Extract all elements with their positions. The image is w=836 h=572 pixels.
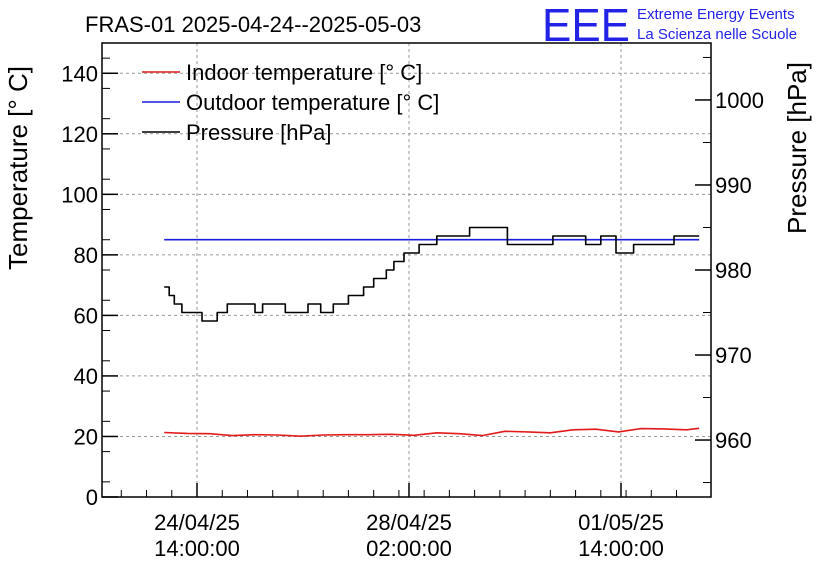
y-tick-label: 100 — [61, 182, 98, 207]
y-tick-label: 20 — [74, 424, 98, 449]
series-point — [163, 432, 165, 434]
eee-logo: EEE Extreme Energy Events La Scienza nel… — [542, 0, 797, 51]
series-point — [262, 303, 264, 305]
series-layer — [163, 226, 700, 437]
x-tick-label: 14:00:00 — [578, 536, 664, 561]
series-point — [600, 235, 602, 237]
series-point — [413, 434, 415, 436]
chart-title: FRAS-01 2025-04-24--2025-05-03 — [85, 12, 421, 37]
y-tick-label: 0 — [86, 485, 98, 510]
series-point — [698, 235, 700, 237]
series-point — [345, 434, 347, 436]
series-point — [254, 312, 256, 314]
series-point — [698, 427, 700, 429]
series-line-indoor-temperature-c — [164, 427, 700, 437]
series-point — [307, 303, 309, 305]
series-point — [373, 278, 375, 280]
series-point — [168, 295, 170, 297]
series-point — [277, 434, 279, 436]
series-point — [393, 261, 395, 263]
series-point — [618, 431, 620, 433]
series-point — [595, 428, 597, 430]
series-point — [507, 244, 509, 246]
series-point — [469, 227, 471, 229]
series-point — [391, 434, 393, 436]
y2-tick-label: 990 — [715, 173, 752, 198]
eee-logo-line1: Extreme Energy Events — [637, 6, 795, 23]
x-tick-label: 02:00:00 — [366, 536, 452, 561]
series-point — [332, 303, 334, 305]
series-point — [436, 235, 438, 237]
eee-logo-line2: La Scienza nelle Scuole — [637, 26, 797, 43]
series-point — [481, 435, 483, 437]
series-point — [363, 286, 365, 288]
series-point — [673, 235, 675, 237]
series-point — [186, 433, 188, 435]
series-point — [201, 320, 203, 322]
series-point — [552, 235, 554, 237]
y2-tick-label: 1000 — [715, 88, 764, 113]
series-point — [209, 433, 211, 435]
series-point — [615, 252, 617, 254]
series-point — [686, 429, 688, 431]
series-point — [504, 431, 506, 433]
y-tick-label: 60 — [74, 303, 98, 328]
x-tick-label: 14:00:00 — [154, 536, 240, 561]
y-tick-label: 120 — [61, 122, 98, 147]
series-point — [181, 312, 183, 314]
y-tick-label: 140 — [61, 61, 98, 86]
series-point — [633, 244, 635, 246]
series-point — [300, 435, 302, 437]
grid — [102, 43, 711, 497]
series-point — [640, 428, 642, 430]
series-line-pressure-hpa — [164, 226, 700, 322]
series-point — [163, 286, 165, 288]
legend-label: Outdoor temperature [° C] — [186, 90, 439, 115]
series-point — [216, 312, 218, 314]
series-point — [348, 295, 350, 297]
y-tick-label: 80 — [74, 243, 98, 268]
series-point — [254, 434, 256, 436]
series-point — [663, 428, 665, 430]
series-point — [418, 244, 420, 246]
series-point — [285, 312, 287, 314]
series-point — [226, 303, 228, 305]
legend-label: Pressure [hPa] — [186, 120, 332, 145]
x-tick-label: 28/04/25 — [366, 510, 452, 535]
y-tick-label: 40 — [74, 364, 98, 389]
series-point — [320, 312, 322, 314]
y2-axis-title: Pressure [hPa] — [782, 62, 812, 234]
series-point — [232, 435, 234, 437]
legend: Indoor temperature [° C] Outdoor temperat… — [142, 60, 439, 145]
x-tick-label: 24/04/25 — [154, 510, 240, 535]
series-point — [550, 432, 552, 434]
series-point — [698, 239, 700, 241]
y-axis-title: Temperature [° C] — [3, 66, 33, 270]
y2-tick-label: 970 — [715, 343, 752, 368]
series-point — [163, 239, 165, 241]
series-point — [585, 244, 587, 246]
series-point — [403, 252, 405, 254]
x-tick-label: 01/05/25 — [578, 510, 664, 535]
y2-tick-label: 960 — [715, 428, 752, 453]
series-point — [436, 432, 438, 434]
y2-tick-label: 980 — [715, 258, 752, 283]
series-point — [173, 303, 175, 305]
series-point — [459, 433, 461, 435]
axes-layer: 24/04/2514:00:0028/04/2502:00:0001/05/25… — [61, 56, 764, 561]
series-point — [368, 434, 370, 436]
series-point — [527, 431, 529, 433]
series-point — [385, 269, 387, 271]
series-point — [572, 429, 574, 431]
series-point — [322, 434, 324, 436]
legend-label: Indoor temperature [° C] — [186, 60, 422, 85]
